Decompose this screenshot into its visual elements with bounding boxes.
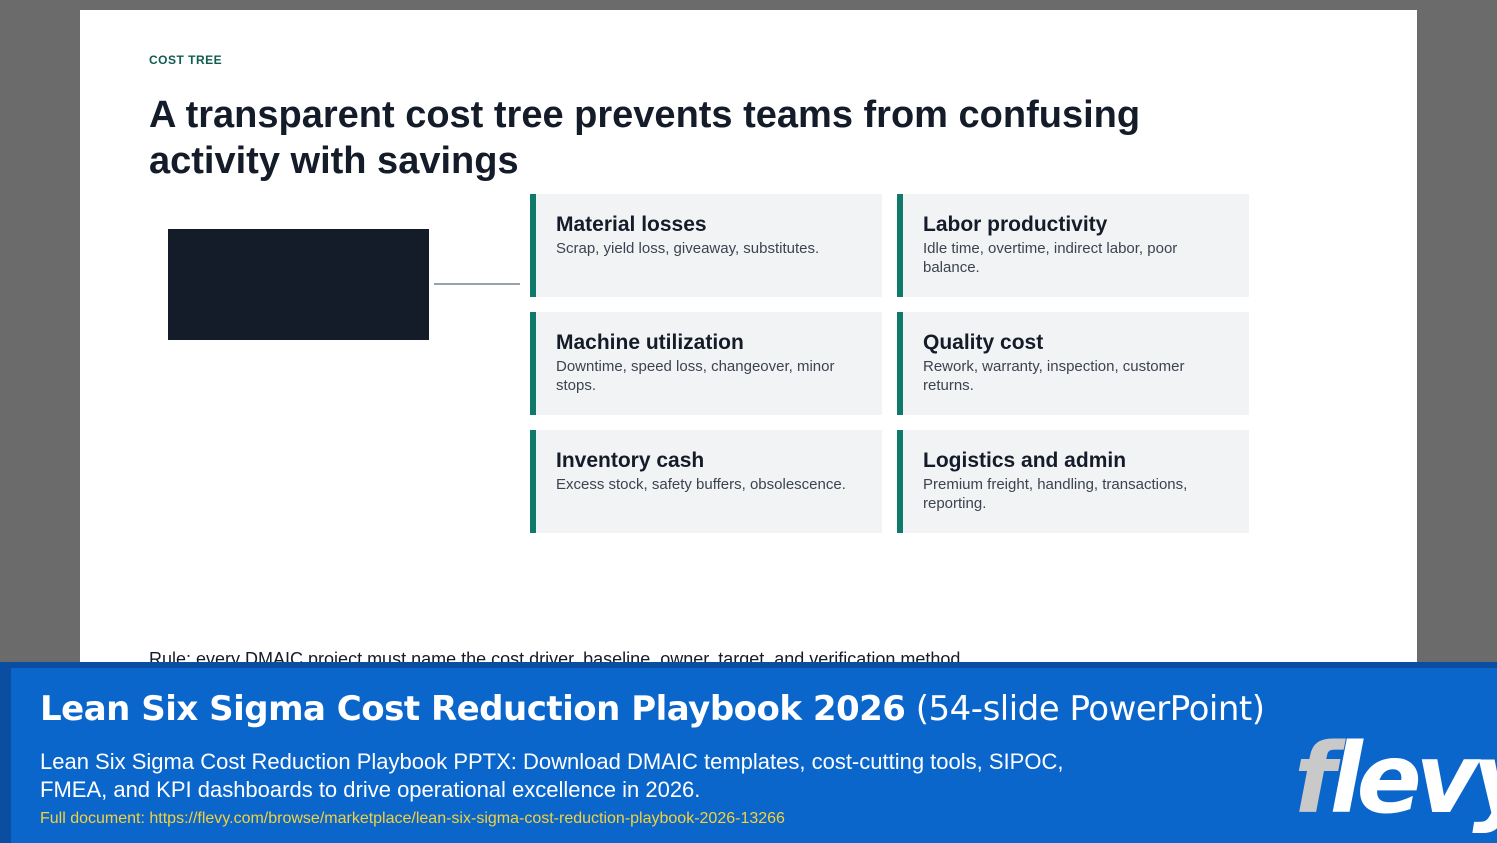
slide-title: A transparent cost tree prevents teams f… — [149, 94, 1141, 182]
card-title: Quality cost — [923, 331, 1044, 354]
flevy-logo: flevy — [1294, 723, 1497, 835]
card-title: Inventory cash — [556, 449, 705, 472]
banner-title-main: Lean Six Sigma Cost Reduction Playbook 2… — [40, 689, 906, 729]
cost-card-labor-productivity: Labor productivity Idle time, overtime, … — [897, 194, 1249, 297]
card-title: Logistics and admin — [923, 449, 1127, 472]
card-description: Scrap, yield loss, giveaway, substitutes… — [556, 240, 820, 257]
promo-banner-panel: Lean Six Sigma Cost Reduction Playbook 2… — [11, 668, 1497, 843]
cost-card-inventory-cash: Inventory cash Excess stock, safety buff… — [530, 430, 882, 533]
cost-card-logistics-admin: Logistics and admin Premium freight, han… — [897, 430, 1249, 533]
cost-card-machine-utilization: Machine utilization Downtime, speed loss… — [530, 312, 882, 415]
cost-card-material-losses: Material losses Scrap, yield loss, givea… — [530, 194, 882, 297]
card-description: Premium freight, handling, transactions,… — [923, 476, 1188, 512]
card-title: Machine utilization — [556, 331, 744, 354]
promo-banner: Lean Six Sigma Cost Reduction Playbook 2… — [0, 662, 1497, 843]
cost-card-quality-cost: Quality cost Rework, warranty, inspectio… — [897, 312, 1249, 415]
full-document-link[interactable]: Full document: https://flevy.com/browse/… — [40, 810, 785, 827]
slide: COST TREE A transparent cost tree preven… — [80, 10, 1417, 710]
cost-tree-root-box — [168, 229, 429, 340]
card-description: Downtime, speed loss, changeover, minor … — [556, 358, 835, 394]
card-title: Material losses — [556, 213, 707, 236]
card-description: Excess stock, safety buffers, obsolescen… — [556, 476, 846, 493]
card-description: Rework, warranty, inspection, customer r… — [923, 358, 1185, 394]
banner-title-subtitle: (54-slide PowerPoint) — [915, 689, 1265, 729]
card-description: Idle time, overtime, indirect labor, poo… — [923, 240, 1178, 276]
banner-title: Lean Six Sigma Cost Reduction Playbook 2… — [40, 689, 1265, 729]
banner-description: Lean Six Sigma Cost Reduction Playbook P… — [40, 749, 1064, 802]
card-title: Labor productivity — [923, 213, 1108, 236]
tree-connector-line — [434, 283, 520, 285]
slide-eyebrow: COST TREE — [149, 53, 223, 67]
